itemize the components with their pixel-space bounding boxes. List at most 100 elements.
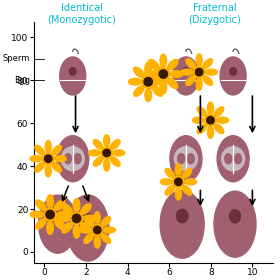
Ellipse shape bbox=[157, 68, 169, 80]
Ellipse shape bbox=[165, 186, 175, 195]
Ellipse shape bbox=[186, 59, 195, 68]
Ellipse shape bbox=[207, 102, 214, 114]
Ellipse shape bbox=[84, 217, 94, 226]
Ellipse shape bbox=[134, 67, 144, 78]
Ellipse shape bbox=[60, 57, 86, 95]
Ellipse shape bbox=[176, 209, 188, 223]
Ellipse shape bbox=[54, 219, 65, 229]
Ellipse shape bbox=[173, 57, 199, 95]
Ellipse shape bbox=[73, 225, 80, 238]
Text: Sperm: Sperm bbox=[3, 54, 30, 63]
Ellipse shape bbox=[203, 76, 213, 85]
Ellipse shape bbox=[214, 191, 256, 257]
Ellipse shape bbox=[44, 209, 56, 221]
Ellipse shape bbox=[82, 214, 93, 227]
Ellipse shape bbox=[217, 136, 249, 182]
Ellipse shape bbox=[175, 164, 181, 176]
Ellipse shape bbox=[45, 165, 51, 177]
Ellipse shape bbox=[183, 67, 189, 75]
Ellipse shape bbox=[174, 147, 197, 171]
Text: Identical
(Monozygotic): Identical (Monozygotic) bbox=[47, 3, 116, 25]
Ellipse shape bbox=[39, 195, 77, 253]
Ellipse shape bbox=[196, 54, 202, 66]
Ellipse shape bbox=[62, 204, 73, 214]
Ellipse shape bbox=[67, 195, 109, 261]
Ellipse shape bbox=[30, 211, 43, 218]
Ellipse shape bbox=[186, 76, 195, 85]
Ellipse shape bbox=[207, 126, 214, 138]
Ellipse shape bbox=[234, 154, 241, 164]
Ellipse shape bbox=[225, 154, 232, 164]
Ellipse shape bbox=[71, 213, 83, 224]
Ellipse shape bbox=[104, 159, 110, 171]
Ellipse shape bbox=[216, 117, 229, 123]
Ellipse shape bbox=[45, 141, 51, 153]
Ellipse shape bbox=[194, 67, 205, 78]
Ellipse shape bbox=[185, 179, 197, 185]
Ellipse shape bbox=[57, 136, 89, 182]
Ellipse shape bbox=[203, 59, 213, 68]
Ellipse shape bbox=[53, 211, 63, 223]
Ellipse shape bbox=[230, 67, 237, 75]
Ellipse shape bbox=[152, 86, 163, 96]
Ellipse shape bbox=[111, 157, 120, 166]
Ellipse shape bbox=[205, 69, 217, 75]
Ellipse shape bbox=[221, 147, 245, 171]
Ellipse shape bbox=[101, 217, 111, 226]
Ellipse shape bbox=[178, 154, 185, 164]
Ellipse shape bbox=[83, 215, 96, 222]
Ellipse shape bbox=[43, 153, 54, 164]
Ellipse shape bbox=[93, 157, 103, 166]
Ellipse shape bbox=[79, 227, 91, 233]
Ellipse shape bbox=[173, 176, 184, 187]
Ellipse shape bbox=[74, 154, 81, 164]
Ellipse shape bbox=[149, 59, 159, 70]
Ellipse shape bbox=[36, 200, 46, 211]
Ellipse shape bbox=[73, 199, 80, 212]
Ellipse shape bbox=[230, 210, 241, 223]
Ellipse shape bbox=[84, 234, 94, 243]
Ellipse shape bbox=[64, 154, 71, 164]
Ellipse shape bbox=[175, 188, 181, 200]
Ellipse shape bbox=[145, 62, 151, 75]
Ellipse shape bbox=[101, 234, 111, 243]
Ellipse shape bbox=[35, 162, 45, 172]
Ellipse shape bbox=[149, 78, 159, 88]
Ellipse shape bbox=[111, 140, 120, 149]
Ellipse shape bbox=[214, 124, 224, 134]
Ellipse shape bbox=[205, 115, 216, 126]
Ellipse shape bbox=[220, 57, 246, 95]
Ellipse shape bbox=[152, 67, 163, 78]
Ellipse shape bbox=[101, 148, 112, 158]
Ellipse shape bbox=[30, 156, 42, 162]
Ellipse shape bbox=[182, 186, 192, 195]
Ellipse shape bbox=[142, 76, 154, 88]
Ellipse shape bbox=[182, 169, 192, 178]
Ellipse shape bbox=[61, 147, 84, 171]
Ellipse shape bbox=[160, 190, 204, 258]
Ellipse shape bbox=[81, 223, 91, 233]
Ellipse shape bbox=[160, 179, 172, 185]
Ellipse shape bbox=[103, 227, 115, 233]
Ellipse shape bbox=[160, 54, 167, 67]
Ellipse shape bbox=[129, 78, 142, 85]
Ellipse shape bbox=[94, 236, 100, 248]
Ellipse shape bbox=[104, 135, 110, 147]
Text: Fraternal
(Dizygotic): Fraternal (Dizygotic) bbox=[188, 3, 241, 25]
Ellipse shape bbox=[134, 86, 144, 96]
Ellipse shape bbox=[57, 211, 70, 218]
Text: Egg: Egg bbox=[14, 76, 30, 85]
Ellipse shape bbox=[167, 59, 178, 70]
Ellipse shape bbox=[170, 136, 202, 182]
Ellipse shape bbox=[197, 107, 207, 116]
Ellipse shape bbox=[52, 145, 62, 155]
Ellipse shape bbox=[35, 145, 45, 155]
Ellipse shape bbox=[192, 117, 204, 123]
Ellipse shape bbox=[165, 169, 175, 178]
Ellipse shape bbox=[81, 204, 91, 214]
Ellipse shape bbox=[197, 124, 207, 134]
Ellipse shape bbox=[214, 107, 224, 116]
Ellipse shape bbox=[196, 78, 202, 90]
Ellipse shape bbox=[145, 88, 151, 102]
Ellipse shape bbox=[47, 195, 53, 208]
